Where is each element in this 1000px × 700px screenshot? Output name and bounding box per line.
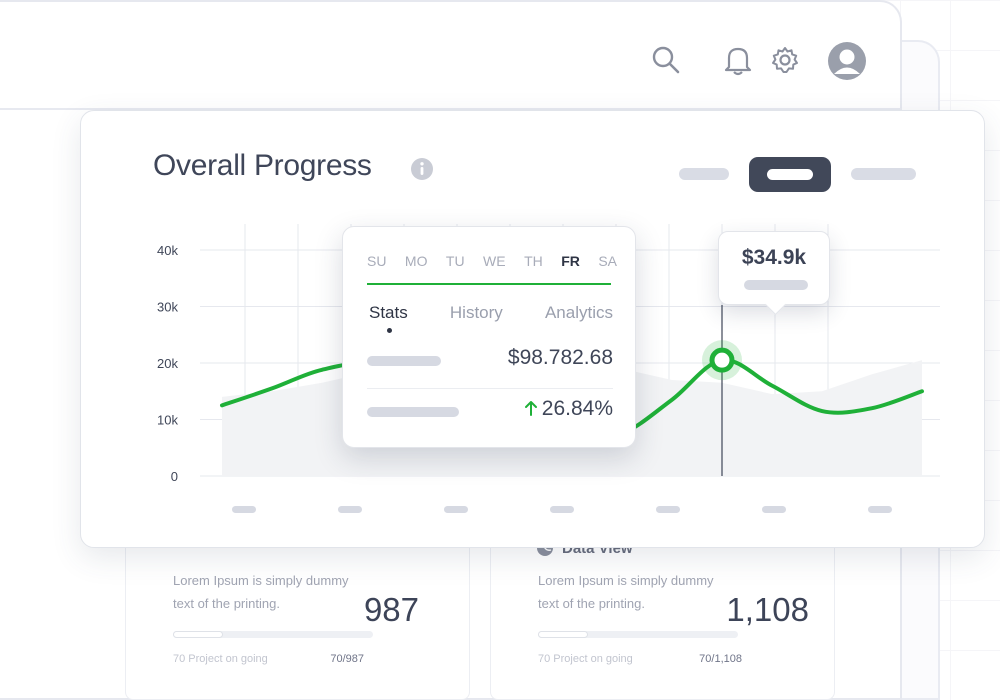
popup-row-percent: 26.84% [367, 388, 613, 438]
tab-stats[interactable]: Stats [369, 303, 408, 322]
day-su[interactable]: SU [367, 253, 387, 269]
tab-analytics[interactable]: Analytics [544, 303, 613, 322]
row-value: $98.782.68 [507, 346, 613, 369]
tab-history[interactable]: History [449, 303, 503, 322]
card-progress-bar [173, 631, 373, 638]
row-value: 26.84% [524, 397, 613, 421]
x-tick-placeholder [868, 506, 892, 513]
card-footer-label: 70 Project on going [173, 653, 268, 665]
day-selector: SU MO TU WE TH FR SA [367, 253, 617, 269]
day-tu[interactable]: TU [445, 253, 465, 269]
card-progress-bar [538, 631, 738, 638]
y-tick-label: 40k [157, 243, 178, 258]
card-progress-fill [538, 631, 588, 638]
day-th[interactable]: TH [524, 253, 543, 269]
row-placeholder [367, 407, 459, 417]
x-tick-placeholder [444, 506, 468, 513]
card-footer-count: 70/1,108 [699, 653, 742, 665]
x-tick-placeholder [232, 506, 256, 513]
y-tick-label: 30k [157, 300, 178, 315]
segment-button-1[interactable] [679, 168, 729, 180]
popup-row-amount: $98.782.68 [367, 337, 613, 387]
stats-popup: SU MO TU WE TH FR SA Stats History Analytics $98… [342, 226, 636, 448]
header-toolbar [640, 40, 880, 84]
day-underline [367, 283, 611, 285]
y-tick-label: 0 [171, 469, 178, 484]
card-value: 1,108 [726, 591, 809, 628]
panel-title: Overall Progress [153, 149, 372, 182]
card-description: Lorem Ipsum is simply dummy text of the p… [538, 573, 714, 611]
x-tick-placeholder [338, 506, 362, 513]
y-tick-label: 20k [157, 356, 178, 371]
bubble-placeholder [744, 280, 808, 290]
x-tick-placeholder [550, 506, 574, 513]
popup-tabs: Stats History Analytics [369, 303, 613, 323]
x-tick-placeholder [656, 506, 680, 513]
avatar[interactable] [826, 40, 868, 82]
info-icon[interactable] [410, 157, 434, 181]
highlight-value: $34.9k [741, 246, 807, 269]
segment-button-2[interactable] [749, 157, 831, 192]
bell-icon[interactable] [718, 40, 758, 80]
card-footer-count: 70/987 [330, 653, 364, 665]
search-icon[interactable] [646, 40, 686, 80]
day-we[interactable]: WE [483, 253, 506, 269]
y-tick-label: 10k [157, 413, 178, 428]
header-divider [0, 108, 902, 110]
card-progress-fill [173, 631, 223, 638]
row-placeholder [367, 356, 441, 366]
x-tick-placeholder [762, 506, 786, 513]
gear-icon[interactable] [765, 40, 805, 80]
segment-button-3[interactable] [851, 168, 916, 180]
highlight-point [709, 347, 735, 373]
day-fr[interactable]: FR [561, 253, 580, 269]
card-value: 987 [363, 591, 419, 628]
value-tooltip: $34.9k [718, 231, 830, 316]
day-mo[interactable]: MO [404, 253, 428, 269]
card-footer-label: 70 Project on going [538, 653, 633, 665]
active-tab-indicator [387, 328, 392, 333]
row-divider [367, 388, 613, 389]
day-sa[interactable]: SA [598, 253, 617, 269]
arrow-up-icon [524, 401, 537, 416]
card-description: Lorem Ipsum is simply dummy text of the p… [173, 573, 349, 611]
